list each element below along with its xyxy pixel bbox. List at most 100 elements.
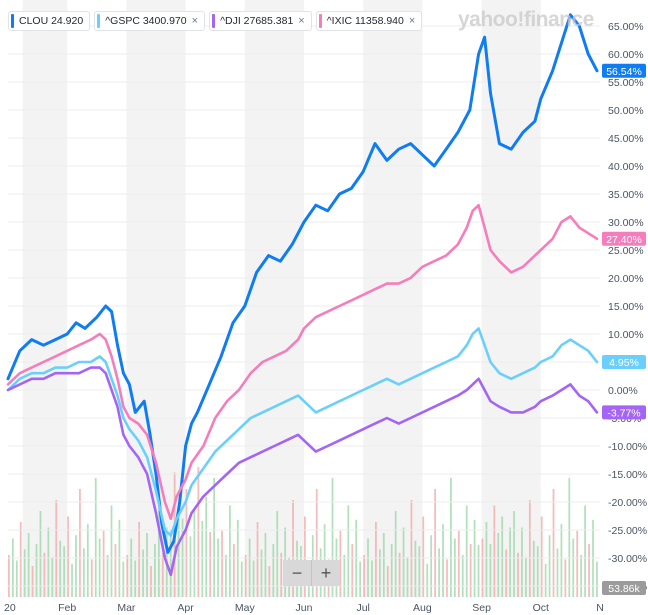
volume-bar	[414, 540, 417, 597]
series-line-clou	[6, 13, 599, 554]
x-tick-label: N	[596, 602, 604, 614]
volume-bar	[201, 520, 204, 597]
volume-bar	[23, 549, 26, 597]
zoom-out-button[interactable]: −	[283, 560, 311, 586]
legend-chip-gspc[interactable]: ^GSPC 3400.970 ×	[94, 11, 206, 31]
volume-bar	[596, 561, 598, 597]
volume-bar	[453, 538, 456, 597]
zoom-in-button[interactable]: +	[311, 560, 340, 586]
volume-bar	[248, 538, 251, 597]
last-value-badge-gspc	[602, 355, 646, 369]
volume-bar	[189, 536, 192, 597]
volume-bar	[465, 505, 468, 597]
volume-bar	[276, 511, 279, 597]
volume-bar	[398, 552, 401, 597]
volume-bar	[82, 548, 85, 597]
volume-bar	[146, 533, 148, 597]
series-color-swatch	[97, 14, 101, 28]
last-value-badge-dji	[602, 405, 646, 420]
volume-bar	[102, 530, 105, 597]
volume-bar	[51, 557, 54, 597]
x-tick-label: Mar	[117, 602, 136, 614]
volume-bar	[138, 522, 141, 597]
volume-bar	[390, 544, 393, 597]
y-tick-label: 40.00%	[608, 161, 644, 173]
volume-bar	[185, 489, 188, 597]
shaded-band	[244, 0, 304, 597]
y-tick-label: 0.00%	[608, 385, 638, 397]
volume-bar	[343, 555, 346, 597]
volume-bar	[90, 559, 93, 597]
remove-series-close-icon[interactable]: ×	[191, 15, 199, 27]
legend-label: ^DJI 27685.381	[220, 15, 294, 27]
volume-bar	[142, 549, 144, 597]
volume-bar	[402, 527, 405, 597]
volume-bar	[351, 544, 354, 597]
volume-bar	[568, 478, 571, 597]
x-tick-label: Jul	[356, 602, 369, 614]
volume-bar	[79, 489, 81, 597]
volume-bar	[169, 529, 172, 597]
legend-chip-dji[interactable]: ^DJI 27685.381 ×	[209, 11, 312, 31]
volume-bar	[75, 535, 77, 597]
x-tick-label: Oct	[533, 602, 549, 614]
legend-chip-clou[interactable]: CLOU 24.920	[8, 11, 91, 31]
last-value-label: -3.77%	[607, 407, 640, 419]
volume-bar	[528, 500, 531, 597]
volume-bar	[378, 549, 381, 597]
volume-bar	[371, 560, 373, 597]
series-line-dji	[6, 366, 599, 577]
volume-bar	[260, 549, 263, 597]
volume-bar	[150, 566, 152, 597]
volume-bar	[244, 555, 247, 597]
volume-bar	[292, 500, 294, 597]
volume-bar	[122, 561, 125, 597]
volume-bar	[71, 563, 73, 597]
y-gridlines	[8, 25, 600, 587]
volume-bar	[481, 538, 484, 597]
volume-bar	[256, 522, 259, 597]
volume-bar	[442, 524, 444, 597]
volume-bar	[315, 489, 318, 597]
volume-bar	[359, 561, 362, 597]
volume-bar	[446, 559, 448, 597]
shaded-band	[22, 0, 68, 597]
remove-series-close-icon[interactable]: ×	[298, 15, 305, 27]
volume-bar	[304, 516, 306, 597]
volume-bar	[130, 538, 133, 597]
volume-bar	[114, 544, 117, 597]
last-value-label: 4.95%	[609, 357, 639, 369]
y-tick-label: 50.00%	[608, 105, 644, 117]
last-value-label: 27.40%	[606, 234, 642, 246]
volume-bar	[47, 527, 50, 597]
y-tick-label: 65.00%	[608, 21, 644, 33]
legend-chip-ixic[interactable]: ^IXIC 11358.940 ×	[315, 11, 423, 31]
remove-series-close-icon[interactable]: ×	[408, 15, 416, 27]
volume-bar	[106, 555, 109, 597]
volume-bar	[477, 545, 480, 597]
volume-bar	[240, 561, 243, 597]
volume-bar	[525, 557, 527, 597]
volume-bar	[63, 546, 66, 597]
volume-bar	[513, 511, 515, 597]
volume-bar	[197, 467, 200, 597]
volume-bar	[450, 478, 452, 597]
y-tick-label: 15.00%	[608, 301, 644, 313]
volume-bar	[205, 496, 208, 597]
volume-bar	[209, 531, 212, 597]
volume-bar	[213, 478, 216, 597]
volume-bar	[225, 555, 227, 597]
y-tick-label: -15.00%	[608, 469, 647, 481]
series-line-ixic	[6, 203, 599, 521]
volume-bar	[489, 544, 492, 597]
x-tick-label: Feb	[58, 602, 76, 614]
last-value-badge-clou	[602, 63, 646, 78]
volume-bar	[457, 530, 460, 597]
volume-bar	[406, 557, 409, 597]
volume-bar	[564, 559, 567, 597]
volume-bar	[347, 505, 350, 597]
series-color-swatch	[318, 14, 322, 28]
volume-bar	[67, 516, 69, 597]
y-tick-label: 20.00%	[608, 273, 644, 285]
